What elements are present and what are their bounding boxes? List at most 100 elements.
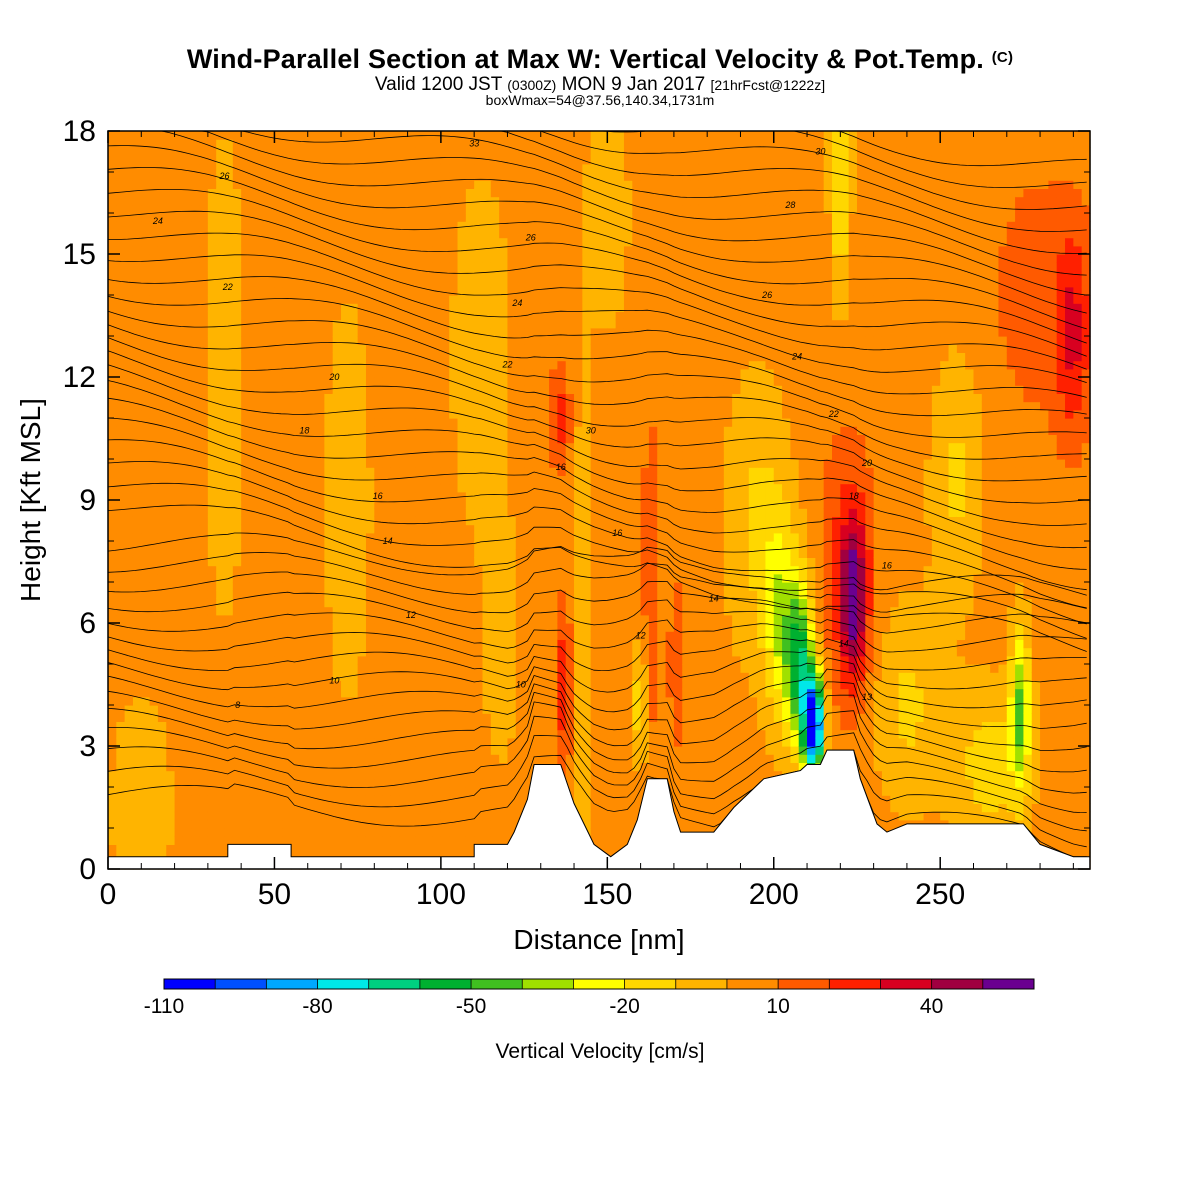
velocity-cell <box>249 131 259 140</box>
velocity-cell <box>149 819 159 829</box>
velocity-cell <box>374 754 384 763</box>
velocity-cell <box>407 770 417 780</box>
velocity-cell <box>382 262 392 271</box>
velocity-cell <box>499 549 509 558</box>
velocity-cell <box>249 155 259 165</box>
velocity-cell <box>365 705 375 714</box>
velocity-cell <box>291 163 300 173</box>
velocity-cell <box>141 672 151 681</box>
velocity-cell <box>274 549 284 558</box>
velocity-cell <box>407 385 417 394</box>
velocity-cell <box>191 352 201 362</box>
velocity-cell <box>291 295 300 304</box>
velocity-cell <box>166 631 176 640</box>
velocity-cell <box>382 336 392 345</box>
velocity-cell <box>415 229 425 239</box>
velocity-cell <box>191 311 201 321</box>
velocity-cell <box>490 434 500 444</box>
velocity-cell <box>474 655 484 665</box>
velocity-cell <box>482 393 492 403</box>
velocity-cell <box>332 836 342 845</box>
velocity-cell <box>382 295 392 304</box>
velocity-cell <box>157 385 167 394</box>
velocity-cell <box>116 811 126 821</box>
velocity-cell <box>291 836 300 845</box>
velocity-cell <box>557 131 567 140</box>
velocity-cell <box>507 426 517 435</box>
velocity-cell <box>457 803 467 813</box>
velocity-cell <box>365 721 375 731</box>
velocity-cell <box>157 549 167 558</box>
velocity-cell <box>266 737 276 747</box>
velocity-cell <box>341 491 350 501</box>
velocity-cell <box>374 844 384 854</box>
velocity-cell <box>149 139 159 148</box>
velocity-cell <box>415 344 425 353</box>
velocity-cell <box>341 254 350 263</box>
velocity-cell <box>474 582 484 591</box>
velocity-cell <box>266 213 276 222</box>
velocity-cell <box>108 573 117 583</box>
velocity-cell <box>116 557 126 567</box>
velocity-cell <box>141 311 151 321</box>
velocity-cell <box>224 270 234 280</box>
velocity-cell <box>532 459 542 468</box>
velocity-cell <box>274 286 284 296</box>
velocity-cell <box>116 778 126 788</box>
velocity-cell <box>266 828 276 837</box>
velocity-cell <box>199 737 209 747</box>
velocity-cell <box>499 278 509 288</box>
velocity-cell <box>307 475 317 485</box>
velocity-cell <box>141 500 151 509</box>
velocity-cell <box>532 409 542 419</box>
velocity-cell <box>557 229 567 239</box>
velocity-cell <box>440 582 450 591</box>
velocity-cell <box>241 565 251 575</box>
velocity-cell <box>224 467 234 476</box>
velocity-cell <box>482 147 492 157</box>
velocity-cell <box>174 442 184 452</box>
velocity-cell <box>132 803 142 813</box>
velocity-cell <box>374 393 384 403</box>
velocity-cell <box>557 590 567 599</box>
velocity-cell <box>390 598 400 608</box>
velocity-cell <box>440 516 450 526</box>
velocity-cell <box>549 360 558 370</box>
velocity-cell <box>124 737 134 747</box>
velocity-cell <box>524 467 534 476</box>
velocity-cell <box>274 713 284 722</box>
velocity-cell <box>141 245 151 255</box>
velocity-cell <box>232 664 242 673</box>
velocity-cell <box>524 655 534 665</box>
velocity-cell <box>349 696 359 706</box>
velocity-cell <box>507 368 517 378</box>
velocity-cell <box>241 672 251 681</box>
velocity-cell <box>515 672 525 681</box>
velocity-cell <box>282 696 292 706</box>
velocity-cell <box>132 623 142 632</box>
velocity-cell <box>365 762 375 772</box>
velocity-cell <box>457 286 467 296</box>
velocity-cell <box>299 746 309 755</box>
velocity-cell <box>482 655 492 665</box>
velocity-cell <box>182 688 192 698</box>
velocity-cell <box>299 286 309 296</box>
velocity-cell <box>216 418 226 427</box>
velocity-cell <box>457 573 467 583</box>
velocity-cell <box>457 180 467 189</box>
velocity-cell <box>407 172 417 181</box>
velocity-cell <box>349 213 359 222</box>
velocity-cell <box>532 418 542 427</box>
velocity-cell <box>224 352 234 362</box>
velocity-cell <box>357 450 367 460</box>
velocity-cell <box>424 245 434 255</box>
velocity-cell <box>415 795 425 804</box>
velocity-cell <box>124 459 134 468</box>
velocity-cell <box>507 155 517 165</box>
velocity-cell <box>415 565 425 575</box>
velocity-cell <box>465 664 475 673</box>
velocity-cell <box>324 696 334 706</box>
velocity-cell <box>390 844 400 854</box>
velocity-cell <box>324 352 334 362</box>
velocity-cell <box>191 508 201 517</box>
